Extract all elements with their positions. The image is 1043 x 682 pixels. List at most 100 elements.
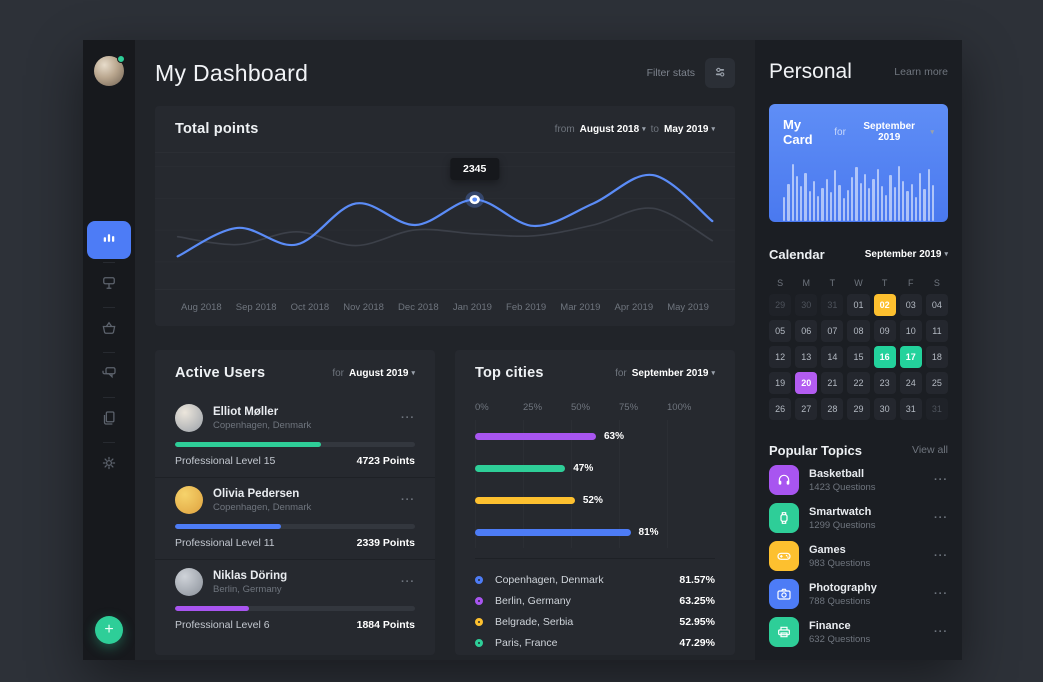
nav-divider (103, 262, 115, 263)
mini-bar (812, 181, 815, 221)
calendar-day[interactable]: 08 (847, 320, 870, 342)
calendar-day[interactable]: 15 (847, 346, 870, 368)
sidebar-item-signpost[interactable] (87, 266, 131, 304)
topic-row[interactable]: Finance 632 Questions ··· (769, 616, 948, 648)
user-avatar[interactable] (94, 55, 125, 86)
user-menu-button[interactable]: ··· (401, 412, 415, 424)
user-points: 1884 Points (356, 619, 415, 631)
view-all-link[interactable]: View all (912, 444, 948, 456)
calendar-day[interactable]: 21 (821, 372, 844, 394)
x-axis-labels: Aug 2018 Sep 2018 Oct 2018 Nov 2018 Dec 2018… (155, 289, 735, 324)
mini-bar (885, 194, 888, 221)
my-card-bar-chart (783, 161, 934, 221)
mini-bar (791, 164, 794, 221)
calendar-day[interactable]: 14 (821, 346, 844, 368)
sidebar-item-documents[interactable] (87, 401, 131, 439)
calendar-day[interactable]: 22 (847, 372, 870, 394)
calendar-day[interactable]: 02 (873, 294, 896, 316)
calendar-day[interactable]: 10 (899, 320, 922, 342)
mini-bar (919, 173, 922, 221)
topic-menu-button[interactable]: ··· (934, 626, 948, 638)
my-card-period-dropdown[interactable]: September 2019 ▾ (851, 121, 934, 143)
topic-row[interactable]: Basketball 1423 Questions ··· (769, 464, 948, 496)
topic-menu-button[interactable]: ··· (934, 512, 948, 524)
calendar-day[interactable]: 28 (821, 398, 844, 420)
topic-name: Finance (809, 619, 851, 632)
x-axis-label: Dec 2018 (398, 301, 439, 313)
calendar-day[interactable]: 26 (769, 398, 792, 420)
calendar-day[interactable]: 03 (899, 294, 922, 316)
main-header: My Dashboard Filter stats (155, 40, 735, 106)
learn-more-link[interactable]: Learn more (894, 66, 948, 78)
calendar-day[interactable]: 31 (821, 294, 844, 316)
user-points: 2339 Points (356, 537, 415, 549)
my-card[interactable]: My Card for September 2019 ▾ (769, 104, 948, 222)
legend-dot-icon (475, 575, 483, 584)
calendar-day[interactable]: 07 (821, 320, 844, 342)
headphones-icon (769, 465, 799, 495)
topics-list: Basketball 1423 Questions ··· Smartwatch… (769, 464, 948, 648)
mini-bar (842, 198, 845, 221)
mini-bar (817, 195, 820, 221)
topic-row[interactable]: Photography 788 Questions ··· (769, 578, 948, 610)
to-date-dropdown[interactable]: May 2019 ▾ (664, 123, 715, 135)
sidebar-item-settings[interactable] (87, 446, 131, 484)
add-button[interactable]: + (95, 616, 123, 644)
topic-name: Photography (809, 581, 877, 594)
main-content: My Dashboard Filter stats Total points f… (135, 40, 755, 660)
city-bar: 52% (475, 484, 715, 516)
level-progress-bar (175, 442, 415, 447)
mini-bar (863, 174, 866, 221)
calendar-day[interactable]: 17 (899, 346, 922, 368)
calendar-day[interactable]: 31 (925, 398, 948, 420)
active-users-period-dropdown[interactable]: August 2019 ▾ (349, 367, 415, 379)
topic-menu-button[interactable]: ··· (934, 588, 948, 600)
user-menu-button[interactable]: ··· (401, 576, 415, 588)
user-level: Professional Level 11 (175, 537, 275, 549)
calendar-day[interactable]: 29 (769, 294, 792, 316)
calendar-day[interactable]: 30 (795, 294, 818, 316)
mini-bar (783, 197, 786, 221)
calendar-day[interactable]: 23 (873, 372, 896, 394)
calendar-day[interactable]: 12 (769, 346, 792, 368)
bar-chart-legend: Copenhagen, Denmark 81.57% Berlin, Germa… (475, 558, 715, 653)
user-row: Niklas Döring Berlin, Germany ··· Profes… (155, 559, 435, 641)
top-cities-period-dropdown[interactable]: September 2019 ▾ (631, 367, 715, 379)
calendar-day[interactable]: 18 (925, 346, 948, 368)
calendar-period-dropdown[interactable]: September 2019 ▾ (864, 248, 948, 260)
calendar-day[interactable]: 29 (847, 398, 870, 420)
calendar-day[interactable]: 09 (873, 320, 896, 342)
topic-row[interactable]: Games 983 Questions ··· (769, 540, 948, 572)
user-menu-button[interactable]: ··· (401, 494, 415, 506)
filter-stats-button[interactable] (705, 58, 735, 88)
calendar-day[interactable]: 01 (847, 294, 870, 316)
page-title: My Dashboard (155, 59, 309, 86)
printer-icon (769, 617, 799, 647)
sidebar-item-basket[interactable] (87, 311, 131, 349)
mini-bar (910, 183, 913, 221)
calendar-day[interactable]: 19 (769, 372, 792, 394)
sidebar-item-dashboard[interactable] (87, 221, 131, 259)
topic-row[interactable]: Smartwatch 1299 Questions ··· (769, 502, 948, 534)
calendar-day[interactable]: 25 (925, 372, 948, 394)
calendar-day[interactable]: 06 (795, 320, 818, 342)
user-name: Niklas Döring (213, 569, 288, 582)
calendar-day[interactable]: 24 (899, 372, 922, 394)
calendar-day[interactable]: 20 (795, 372, 818, 394)
calendar-day[interactable]: 30 (873, 398, 896, 420)
calendar-day[interactable]: 27 (795, 398, 818, 420)
calendar-day[interactable]: 13 (795, 346, 818, 368)
calendar-day[interactable]: 11 (925, 320, 948, 342)
calendar-day[interactable]: 05 (769, 320, 792, 342)
calendar-day[interactable]: 16 (873, 346, 896, 368)
calendar-day[interactable]: 04 (925, 294, 948, 316)
mini-bar (914, 197, 917, 221)
weekday-header: F (908, 278, 914, 288)
topic-menu-button[interactable]: ··· (934, 550, 948, 562)
from-date-dropdown[interactable]: August 2018 ▾ (579, 123, 646, 135)
mini-bar (872, 179, 875, 221)
sidebar-item-messages[interactable] (87, 356, 131, 394)
topic-menu-button[interactable]: ··· (934, 474, 948, 486)
calendar-day[interactable]: 31 (899, 398, 922, 420)
